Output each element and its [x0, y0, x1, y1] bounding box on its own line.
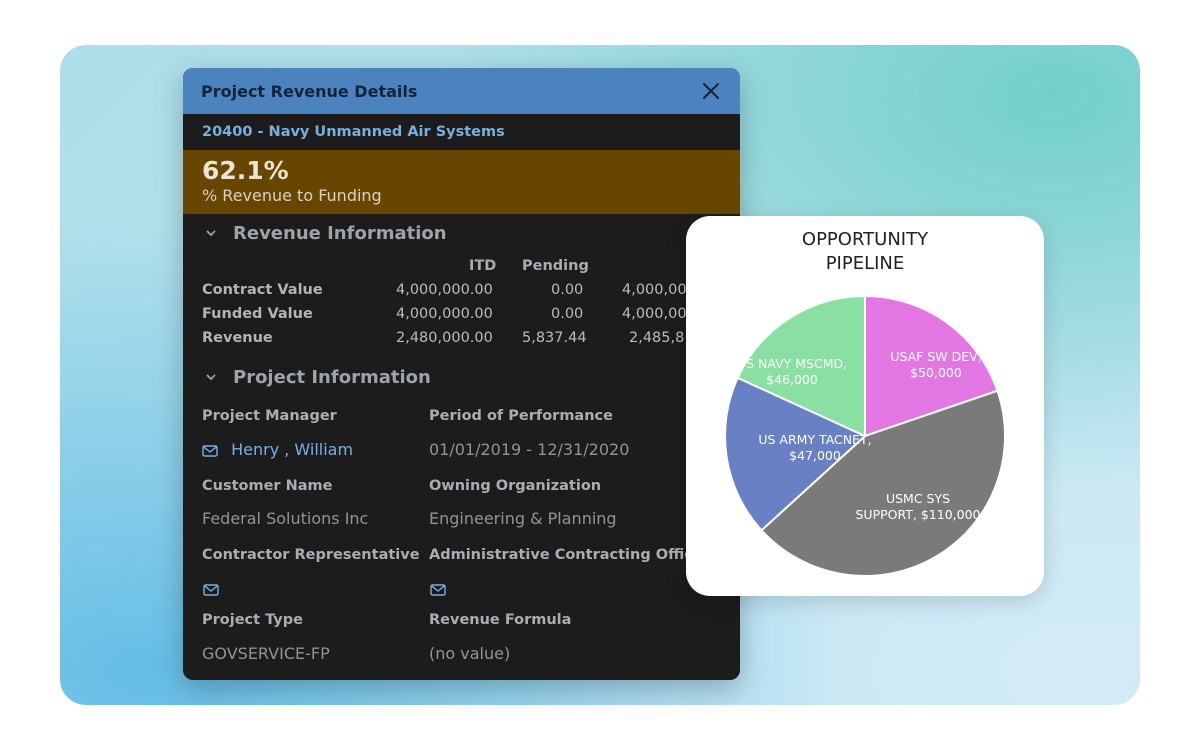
revenue-table: ITD Pending Contract Value 4,000,000.00 …	[183, 252, 740, 352]
column-header-pending: Pending	[522, 258, 589, 274]
revenue-section-heading: Revenue Information	[233, 222, 447, 244]
revenue-formula-label: Revenue Formula	[429, 612, 572, 628]
pie-slice-usmc-sys-support[interactable]	[760, 389, 1006, 577]
project-section-heading: Project Information	[233, 366, 431, 388]
project-manager-label: Project Manager	[202, 408, 337, 424]
pie-label-usaf-sw-dev: USAF SW DEV, $50,000	[890, 349, 981, 380]
project-section-toggle[interactable]: Project Information	[183, 358, 740, 396]
period-label: Period of Performance	[429, 408, 613, 424]
project-type-label: Project Type	[202, 612, 303, 628]
owning-org-value: Engineering & Planning	[429, 509, 617, 528]
project-manager-link[interactable]: Henry , William	[202, 440, 353, 459]
row-label-revenue: Revenue	[202, 330, 273, 346]
pie-slice-usaf-sw-dev[interactable]	[864, 294, 999, 438]
contract-value-pending: 0.00	[551, 282, 584, 298]
kpi-label: % Revenue to Funding	[202, 186, 382, 205]
column-header-itd: ITD	[469, 258, 497, 274]
kpi-banner: 62.1% % Revenue to Funding	[183, 150, 740, 214]
contractor-rep-email-button[interactable]	[203, 579, 219, 598]
project-name[interactable]: 20400 - Navy Unmanned Air Systems	[202, 124, 505, 140]
contract-value-itd: 4,000,000.00	[396, 282, 493, 298]
revenue-total: 2,485,8	[629, 330, 685, 346]
contractor-rep-label: Contractor Representative	[202, 547, 420, 563]
mail-icon	[203, 583, 219, 596]
mail-icon	[430, 583, 446, 596]
funded-value-pending: 0.00	[551, 306, 584, 322]
pie-chart: USAF SW DEV, $50,000 USMC SYS SUPPORT, $110…	[724, 294, 1006, 577]
pie-label-us-navy-mscmd: US NAVY MSCMD, $46,000	[737, 356, 847, 387]
pie-slice-us-army-tacnet[interactable]	[724, 376, 867, 532]
project-manager-value: Henry , William	[231, 440, 354, 459]
chevron-down-icon	[205, 373, 219, 381]
chevron-down-icon	[205, 229, 219, 237]
funded-value-total: 4,000,00	[622, 306, 687, 322]
close-button[interactable]	[700, 80, 722, 102]
customer-label: Customer Name	[202, 478, 333, 494]
funded-value-itd: 4,000,000.00	[396, 306, 493, 322]
customer-value: Federal Solutions Inc	[202, 509, 369, 528]
panel-header: Project Revenue Details	[183, 68, 740, 114]
period-value: 01/01/2019 - 12/31/2020	[429, 440, 630, 459]
revenue-formula-value: (no value)	[429, 644, 511, 663]
owning-org-label: Owning Organization	[429, 478, 602, 494]
project-type-value: GOVSERVICE-FP	[202, 644, 330, 663]
mail-icon	[202, 444, 218, 457]
admin-officer-label: Administrative Contracting Offic	[429, 547, 693, 563]
panel-title: Project Revenue Details	[201, 81, 418, 101]
pie-label-us-army-tacnet: US ARMY TACNET, $47,000	[758, 432, 871, 463]
close-icon	[703, 83, 719, 99]
project-revenue-panel: Project Revenue Details 20400 - Navy Unm…	[183, 68, 740, 680]
project-fields: Project Manager Period of Performance He…	[183, 396, 740, 680]
revenue-section-toggle[interactable]: Revenue Information	[183, 214, 740, 252]
chart-title: OPPORTUNITY PIPELINE	[801, 229, 929, 274]
pie-slice-us-navy-mscmd[interactable]	[736, 294, 866, 438]
contract-value-total: 4,000,00	[622, 282, 687, 298]
row-label-contract-value: Contract Value	[202, 282, 323, 298]
revenue-itd: 2,480,000.00	[396, 330, 493, 346]
kpi-value: 62.1%	[202, 156, 289, 185]
admin-officer-email-button[interactable]	[430, 579, 446, 598]
row-label-funded-value: Funded Value	[202, 306, 313, 322]
opportunity-pipeline-card: OPPORTUNITY PIPELINE USAF SW DEV, $50,000…	[686, 216, 1044, 596]
revenue-pending: 5,837.44	[522, 330, 587, 346]
pie-label-usmc-sys-support: USMC SYS SUPPORT, $110,000	[856, 491, 981, 522]
